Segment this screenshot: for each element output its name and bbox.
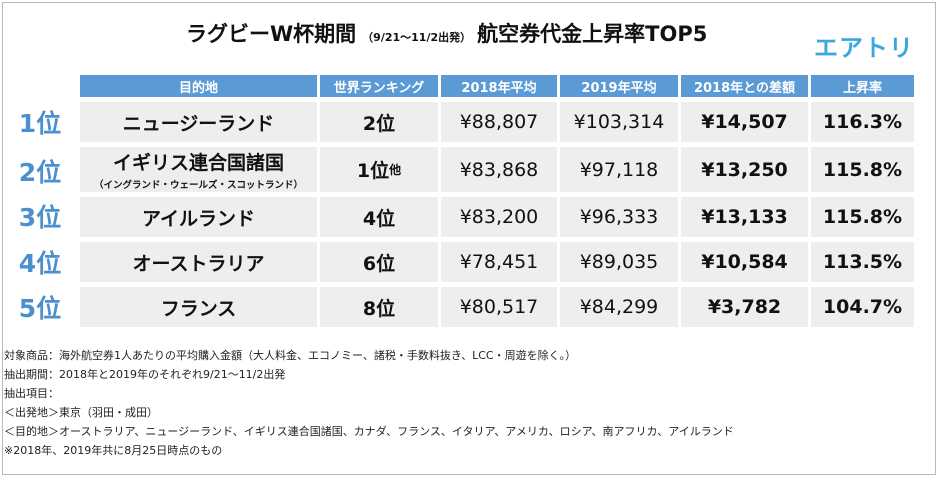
destination-subtitle: （イングランド・ウェールズ・スコットランド） [93, 180, 303, 191]
rate-cell: 115.8% [811, 147, 914, 192]
header-rate: 上昇率 [811, 75, 914, 97]
world-rank-suffix: 他 [389, 163, 402, 177]
header-avg-2018: 2018年平均 [441, 75, 557, 97]
avg-2019-cell: ¥89,035 [560, 242, 678, 282]
diff-cell: ¥13,133 [681, 197, 808, 237]
destination-cell: アイルランド [80, 197, 317, 237]
avg-2018-cell: ¥78,451 [441, 242, 557, 282]
rate-cell: 116.3% [811, 102, 914, 142]
destination-name: イギリス連合国諸国 [112, 152, 284, 174]
diff-cell: ¥10,584 [681, 242, 808, 282]
world-rank: 1位 [356, 160, 390, 182]
destination-name: ニュージーランド [122, 112, 275, 135]
note-origin: ＜出発地＞東京（羽田・成田） [4, 406, 158, 419]
destination-name: オーストラリア [132, 252, 265, 275]
rank-label: 3位 [18, 203, 62, 232]
destination-name: アイルランド [141, 207, 256, 230]
diff-cell: ¥14,507 [681, 102, 808, 142]
title-main: ラグビーW杯期間 [186, 22, 357, 46]
note-destinations: ＜目的地＞オーストラリア、ニュージーランド、イギリス連合国諸国、カナダ、フランス… [4, 425, 734, 438]
title-row: ラグビーW杯期間 （9/21～11/2出発） 航空券代金上昇率TOP5 [0, 18, 940, 52]
rank-label: 5位 [18, 294, 62, 323]
avg-2019-cell: ¥96,333 [560, 197, 678, 237]
world-rank: 8位 [362, 297, 396, 320]
avg-2018-cell: ¥88,807 [441, 102, 557, 142]
note-product: 対象商品：海外航空券1人あたりの平均購入金額（大人料金、エコノミー、諸税・手数料… [4, 349, 577, 362]
destination-cell: オーストラリア [80, 242, 317, 282]
avg-2018-cell: ¥83,868 [441, 147, 557, 192]
destination-cell: ニュージーランド [80, 102, 317, 142]
rank-label: 4位 [18, 249, 62, 278]
page-title: ラグビーW杯期間 （9/21～11/2出発） 航空券代金上昇率TOP5 [186, 18, 707, 48]
rate-cell: 113.5% [811, 242, 914, 282]
header-world-ranking: 世界ランキング [320, 75, 438, 97]
table-row: アイルランド 4位 ¥83,200 ¥96,333 ¥13,133 115.8% [80, 197, 917, 237]
world-rank-cell: 1位他 [320, 147, 438, 192]
rate-cell: 115.8% [811, 197, 914, 237]
avg-2019-cell: ¥84,299 [560, 287, 678, 327]
table-row: イギリス連合国諸国 （イングランド・ウェールズ・スコットランド） 1位他 ¥83… [80, 147, 917, 192]
table-row: オーストラリア 6位 ¥78,451 ¥89,035 ¥10,584 113.5… [80, 242, 917, 282]
rank-label: 2位 [18, 158, 62, 187]
diff-cell: ¥3,782 [681, 287, 808, 327]
avg-2018-cell: ¥80,517 [441, 287, 557, 327]
world-rank: 4位 [362, 207, 396, 230]
note-date: ※2018年、2019年共に8月25日時点のもの [4, 444, 223, 457]
world-rank-cell: 8位 [320, 287, 438, 327]
world-rank-cell: 4位 [320, 197, 438, 237]
rate-cell: 104.7% [811, 287, 914, 327]
destination-name: フランス [160, 297, 237, 320]
avg-2018-cell: ¥83,200 [441, 197, 557, 237]
destination-cell: フランス [80, 287, 317, 327]
table-row: フランス 8位 ¥80,517 ¥84,299 ¥3,782 104.7% [80, 287, 917, 327]
header-destination: 目的地 [80, 75, 317, 97]
world-rank-cell: 6位 [320, 242, 438, 282]
world-rank-cell: 2位 [320, 102, 438, 142]
table-header: 目的地 世界ランキング 2018年平均 2019年平均 2018年との差額 上昇… [80, 75, 917, 97]
note-items: 抽出項目： [4, 387, 59, 400]
footnotes: 対象商品：海外航空券1人あたりの平均購入金額（大人料金、エコノミー、諸税・手数料… [4, 346, 734, 460]
world-rank: 6位 [362, 252, 396, 275]
header-avg-2019: 2019年平均 [560, 75, 678, 97]
header-diff: 2018年との差額 [681, 75, 808, 97]
destination-cell: イギリス連合国諸国 （イングランド・ウェールズ・スコットランド） [80, 147, 317, 192]
title-period: （9/21～11/2出発） [362, 31, 472, 44]
airtrip-logo: エアトリ [814, 34, 914, 62]
world-rank: 2位 [362, 112, 396, 135]
title-rest: 航空券代金上昇率TOP5 [477, 22, 708, 46]
diff-cell: ¥13,250 [681, 147, 808, 192]
table-row: ニュージーランド 2位 ¥88,807 ¥103,314 ¥14,507 116… [80, 102, 917, 142]
avg-2019-cell: ¥103,314 [560, 102, 678, 142]
avg-2019-cell: ¥97,118 [560, 147, 678, 192]
rank-label: 1位 [18, 109, 62, 138]
note-period: 抽出期間：2018年と2019年のそれぞれ9/21～11/2出発 [4, 368, 286, 381]
